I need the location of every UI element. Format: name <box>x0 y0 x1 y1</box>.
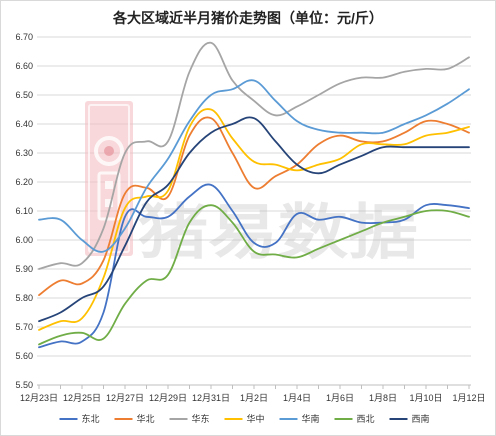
y-tick-label: 6.40 <box>15 119 33 129</box>
x-tick-label: 1月2日 <box>240 393 268 403</box>
y-tick-label: 5.70 <box>15 322 33 332</box>
legend-label: 华中 <box>247 413 265 424</box>
legend-item: 西北 <box>334 414 375 424</box>
x-tick-label: 1月10日 <box>409 393 442 403</box>
y-tick-labels: 5.50 5.60 5.70 5.80 5.90 6.00 6.10 6.20 6.30 6.40… <box>15 32 33 390</box>
series-line-6 <box>38 204 470 346</box>
y-tick-label: 6.30 <box>15 148 33 158</box>
legend-item: 华北 <box>114 413 155 424</box>
x-tick-label: 12月25日 <box>63 393 101 403</box>
y-tick-label: 6.00 <box>15 235 33 245</box>
chart-title: 各大区域近半月猪价走势图（单位：元/斤） <box>112 10 383 26</box>
legend-label: 华南 <box>302 413 320 424</box>
x-tick-label: 12月29日 <box>149 393 187 403</box>
y-tick-label: 5.90 <box>15 264 33 274</box>
series-line-3 <box>38 41 470 270</box>
x-tick-label: 12月23日 <box>20 393 58 403</box>
x-tick-label: 1月12日 <box>452 393 485 403</box>
series-lines <box>38 41 470 349</box>
y-tick-label: 6.70 <box>15 32 33 42</box>
x-tick-label: 1月8日 <box>369 393 397 403</box>
legend-item: 华东 <box>169 413 210 424</box>
x-tick-label: 1月4日 <box>283 393 311 403</box>
y-tick-label: 6.20 <box>15 177 33 187</box>
series-line-2 <box>38 116 470 296</box>
y-tick-label: 5.80 <box>15 293 33 303</box>
x-tick-label: 1月6日 <box>326 393 354 403</box>
y-tick-label: 6.60 <box>15 61 33 71</box>
watermark-text: 猪易数据 <box>138 198 418 268</box>
x-tick-labels: 12月23日 12月25日 12月27日 12月29日 12月31日 1月2日 1月4日 1月… <box>20 393 486 403</box>
series-line-1 <box>38 183 470 349</box>
series-line-5 <box>38 79 470 253</box>
y-tick-label: 6.50 <box>15 90 33 100</box>
y-tick-label: 6.10 <box>15 206 33 216</box>
legend-label: 西北 <box>357 414 375 424</box>
legend-item: 东北 <box>59 413 100 424</box>
axes <box>37 384 471 389</box>
y-tick-label: 5.60 <box>15 351 33 361</box>
y-tick-label: 5.50 <box>15 380 33 390</box>
legend-label: 西南 <box>412 413 430 424</box>
series-line-4 <box>38 108 470 331</box>
x-tick-label: 12月27日 <box>106 393 144 403</box>
x-tick-label: 12月31日 <box>192 393 230 403</box>
legend-item: 华中 <box>224 413 265 424</box>
legend-item: 华南 <box>279 413 320 424</box>
legend-label: 华东 <box>192 413 210 424</box>
legend-label: 东北 <box>82 413 100 424</box>
legend-item: 西南 <box>389 413 430 424</box>
watermark-logo-icon <box>85 101 133 256</box>
series-line-7 <box>38 116 470 323</box>
legend-label: 华北 <box>137 413 155 424</box>
legend: 东北 华北 华东 华中 华南 西北 西南 <box>59 413 430 424</box>
